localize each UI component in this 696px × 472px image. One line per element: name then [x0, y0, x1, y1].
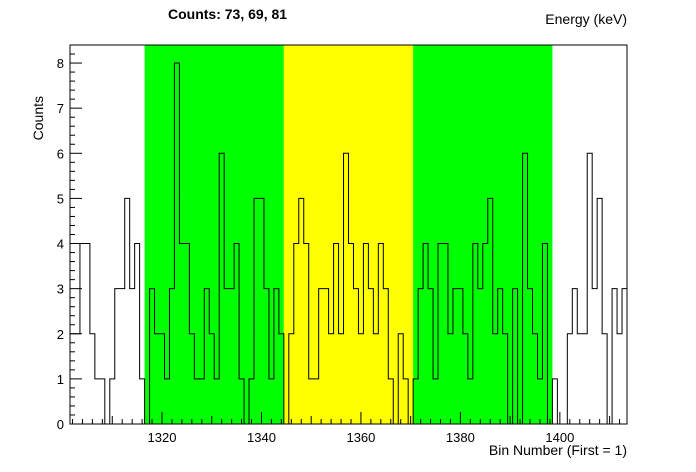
chart-title: Counts: 73, 69, 81 [168, 6, 287, 22]
y-tick-label: 5 [57, 191, 64, 206]
x-tick-label: 1340 [247, 430, 276, 445]
x-tick-label: 1380 [446, 430, 475, 445]
y-tick-label: 6 [57, 146, 64, 161]
x-tick-label: 1320 [148, 430, 177, 445]
energy-axis-label: Energy (keV) [545, 11, 627, 27]
y-tick-label: 0 [57, 417, 64, 432]
x-axis-label: Bin Number (First = 1) [489, 442, 627, 458]
y-tick-label: 1 [57, 372, 64, 387]
y-tick-label: 7 [57, 101, 64, 116]
histogram-series [70, 62, 627, 425]
y-tick-label: 2 [57, 327, 64, 342]
x-tick-label: 1400 [545, 430, 574, 445]
x-tick-label: 1360 [346, 430, 375, 445]
region-right-background [413, 45, 553, 424]
y-axis-label: Counts [30, 96, 46, 140]
bottom-axis-ticks: 1320 1340 1360 1380 1400 [71, 412, 621, 445]
y-tick-label: 3 [57, 282, 64, 297]
y-tick-label: 4 [57, 237, 64, 252]
y-tick-label: 8 [57, 56, 64, 71]
left-axis-ticks: 0 1 2 3 4 5 6 7 8 [57, 44, 82, 432]
